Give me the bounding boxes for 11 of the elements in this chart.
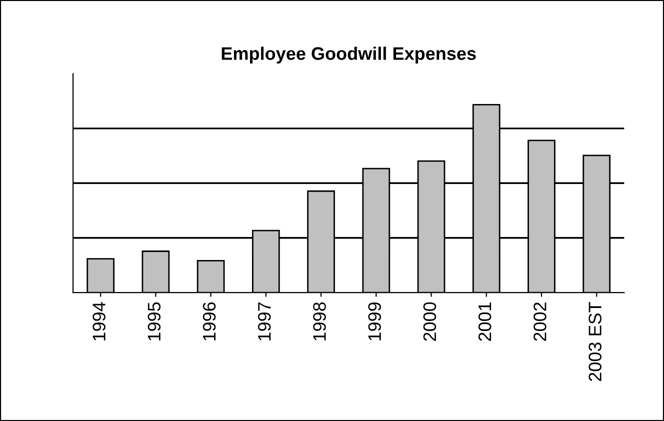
x-tick-label: 2000 — [423, 302, 436, 341]
chart-title: Employee Goodwill Expenses — [222, 46, 476, 64]
x-tick-label: 1996 — [202, 302, 216, 340]
x-tick-label: 1997 — [258, 302, 271, 340]
x-tick-label: 2003 EST — [588, 302, 602, 382]
x-tick-label: 2001 — [478, 302, 492, 341]
x-tick-label: 1999 — [368, 302, 382, 340]
x-tick-label: 2002 — [534, 302, 546, 341]
x-tick-label: 1995 — [148, 302, 161, 340]
x-tick-label: 1994 — [92, 302, 106, 340]
x-tick-label: 1998 — [313, 302, 326, 340]
